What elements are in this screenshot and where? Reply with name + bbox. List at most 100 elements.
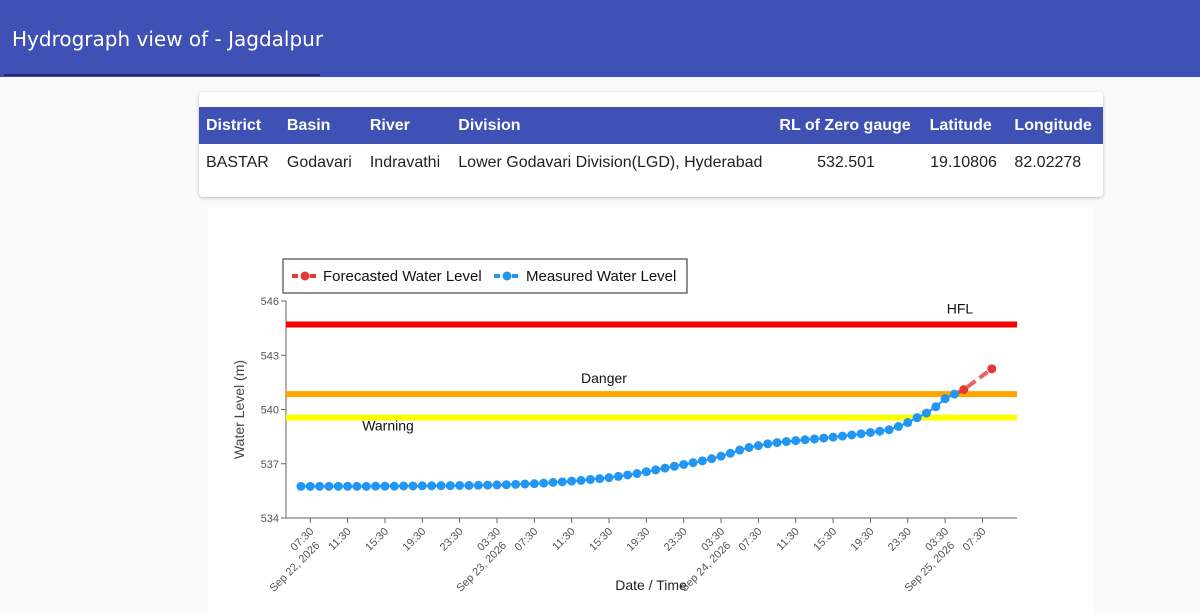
measured-data-point	[707, 454, 717, 464]
measured-data-point	[632, 469, 642, 479]
table-row: BASTAR Godavari Indravathi Lower Godavar…	[199, 144, 1103, 181]
x-tick-label: 19:30	[400, 526, 428, 554]
measured-data-point	[567, 476, 577, 486]
measured-data-point	[781, 437, 791, 447]
measured-data-point	[791, 436, 801, 446]
x-tick-label: 15:30	[363, 526, 391, 554]
x-tick-label: 15:30	[587, 526, 615, 554]
measured-data-point	[296, 481, 306, 491]
measured-data-point	[417, 481, 427, 491]
measured-data-point	[399, 481, 409, 491]
measured-data-point	[520, 479, 530, 489]
cell-rl-zero-gauge: 532.501	[817, 153, 875, 171]
measured-data-point	[697, 456, 707, 466]
measured-data-point	[511, 479, 521, 489]
measured-data-point	[315, 481, 325, 491]
warning-line-label: Warning	[362, 418, 414, 434]
measured-data-point	[408, 481, 418, 491]
measured-data-point	[585, 474, 595, 484]
cell-basin: Godavari	[286, 153, 352, 171]
measured-data-point	[753, 441, 763, 451]
measured-data-point	[669, 461, 679, 471]
measured-data-point	[333, 481, 343, 491]
x-tick-label: 07:30	[961, 526, 989, 554]
danger-line-label: Danger	[581, 370, 627, 386]
legend-forecast-label: Forecasted Water Level	[323, 268, 482, 285]
y-tick-label: 537	[261, 459, 279, 471]
measured-data-point	[893, 421, 903, 431]
measured-data-point	[819, 433, 829, 443]
measured-data-point	[716, 451, 726, 461]
measured-data-point	[800, 435, 810, 445]
x-tick-label: 19:30	[849, 526, 877, 554]
measured-data-point	[856, 429, 866, 439]
table-header-row: District Basin River Division RL of Zero…	[199, 107, 1103, 144]
measured-data-point	[735, 445, 745, 455]
measured-data-point	[445, 481, 455, 491]
measured-data-point	[884, 425, 894, 435]
legend-measured-label: Measured Water Level	[526, 268, 676, 285]
measured-data-point	[380, 481, 390, 491]
title-underline	[4, 74, 320, 76]
y-axis-title: Water Level (m)	[231, 360, 247, 459]
measured-data-point	[436, 481, 446, 491]
measured-data-point	[940, 394, 950, 404]
measured-data-point	[557, 477, 567, 487]
measured-data-point	[501, 480, 511, 490]
hfl-line-label: HFL	[947, 301, 974, 317]
column-header-district: District	[199, 107, 280, 144]
measured-data-point	[492, 480, 502, 490]
cell-latitude: 19.10806	[930, 153, 997, 171]
measured-data-point	[576, 475, 586, 485]
app-header: Hydrograph view of - Jagdalpur	[0, 0, 1200, 77]
measured-data-point	[679, 459, 689, 469]
measured-data-point	[763, 439, 773, 449]
measured-data-point	[604, 473, 614, 483]
column-header-latitude: Latitude	[922, 107, 1008, 144]
measured-data-point	[473, 480, 483, 490]
measured-data-point	[725, 448, 735, 458]
legend-forecast-swatch-dot	[300, 271, 310, 281]
y-tick-label: 546	[261, 296, 279, 308]
measured-data-point	[427, 481, 437, 491]
chart-legend	[282, 258, 688, 294]
y-tick-label: 534	[261, 513, 279, 525]
measured-data-point	[949, 389, 959, 399]
measured-data-point	[361, 481, 371, 491]
measured-data-point	[809, 434, 819, 444]
measured-data-point	[539, 478, 549, 488]
cell-division: Lower Godavari Division(LGD), Hyderabad	[458, 153, 763, 171]
x-tick-label: 11:30	[326, 526, 353, 553]
measured-data-point	[548, 477, 558, 487]
measured-data-point	[595, 474, 605, 484]
measured-data-point	[455, 480, 465, 490]
column-header-division: Division	[451, 107, 773, 144]
measured-data-point	[660, 463, 670, 473]
column-header-river: River	[362, 107, 452, 144]
measured-data-point	[352, 481, 362, 491]
measured-data-point	[623, 470, 633, 480]
x-tick-label: 15:30	[811, 526, 839, 554]
measured-data-point	[464, 480, 474, 490]
measured-data-point	[324, 481, 334, 491]
measured-data-point	[865, 427, 875, 437]
cell-longitude: 82.02278	[1014, 153, 1082, 171]
measured-data-point	[651, 465, 661, 475]
measured-data-point	[744, 442, 754, 452]
y-tick-label: 543	[261, 350, 279, 362]
x-tick-label: 07:30	[513, 526, 541, 554]
hydrograph-chart-card: 534 537 540 543 546 Water Level (m) 07:30 Sep 2…	[208, 208, 1093, 615]
forecast-data-point	[959, 385, 969, 395]
x-tick-label: 11:30	[550, 526, 577, 553]
measured-data-point	[875, 426, 885, 436]
column-header-longitude: Longitude	[1007, 107, 1103, 144]
column-header-rl-zero-gauge: RL of Zero gauge	[772, 107, 923, 144]
y-tick-label: 540	[261, 405, 279, 417]
measured-data-point	[343, 481, 353, 491]
x-tick-label: 23:30	[662, 526, 690, 554]
measured-data-point	[931, 402, 941, 412]
measured-data-point	[483, 480, 493, 490]
measured-data-point	[371, 481, 381, 491]
station-info-card: District Basin River Division RL of Zero…	[199, 92, 1103, 197]
